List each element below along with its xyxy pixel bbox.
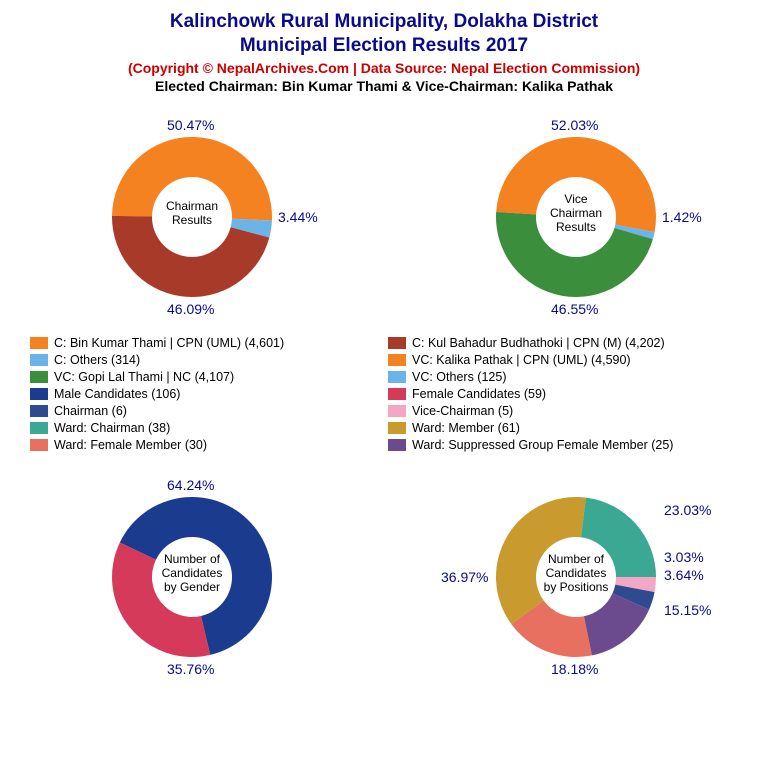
legend-text: Ward: Member (61)	[412, 421, 520, 435]
donut-center-label: Vice	[564, 192, 587, 206]
legend-text: Vice-Chairman (5)	[412, 404, 513, 418]
legend-text: C: Others (314)	[54, 353, 140, 367]
legend-swatch	[388, 405, 406, 417]
legend-text: VC: Others (125)	[412, 370, 506, 384]
legend-item: VC: Kalika Pathak | CPN (UML) (4,590)	[388, 353, 738, 367]
legend-text: Ward: Chairman (38)	[54, 421, 170, 435]
pct-label: 1.42%	[662, 209, 702, 225]
legend-text: Ward: Suppressed Group Female Member (25…	[412, 438, 673, 452]
pct-label: 50.47%	[167, 117, 214, 133]
legend-item: Chairman (6)	[30, 404, 380, 418]
donut-center-label: by Positions	[544, 580, 609, 594]
donut-center-label: Results	[172, 213, 212, 227]
legend-swatch	[388, 439, 406, 451]
legend-text: VC: Kalika Pathak | CPN (UML) (4,590)	[412, 353, 631, 367]
legend-item: Ward: Chairman (38)	[30, 421, 380, 435]
title-line-1: Kalinchowk Rural Municipality, Dolakha D…	[0, 10, 768, 34]
elected-line: Elected Chairman: Bin Kumar Thami & Vice…	[0, 78, 768, 94]
vice-chairman-chart: ViceChairmanResults 52.03% 1.42% 46.55%	[406, 102, 746, 332]
pct-label: 46.55%	[551, 301, 598, 317]
legend-item: C: Others (314)	[30, 353, 380, 367]
pct-label: 64.24%	[167, 477, 214, 493]
header: Kalinchowk Rural Municipality, Dolakha D…	[0, 0, 768, 94]
donut-center-label: Chairman	[550, 206, 602, 220]
legend-swatch	[388, 422, 406, 434]
legend-item: Female Candidates (59)	[388, 387, 738, 401]
donut-center-label: Number of	[548, 552, 605, 566]
donut-center-label: Results	[556, 220, 596, 234]
legend-swatch	[388, 354, 406, 366]
legend-text: VC: Gopi Lal Thami | NC (4,107)	[54, 370, 234, 384]
legend-swatch	[30, 337, 48, 349]
legend-swatch	[30, 439, 48, 451]
legend-text: Male Candidates (106)	[54, 387, 180, 401]
legend-item: Ward: Suppressed Group Female Member (25…	[388, 438, 738, 452]
title-line-2: Municipal Election Results 2017	[0, 34, 768, 58]
pct-label: 15.15%	[664, 602, 711, 618]
legend-item: Male Candidates (106)	[30, 387, 380, 401]
legend-text: Ward: Female Member (30)	[54, 438, 207, 452]
legend-swatch	[30, 388, 48, 400]
legend-text: C: Bin Kumar Thami | CPN (UML) (4,601)	[54, 336, 284, 350]
donut-center-label: Number of	[164, 552, 221, 566]
legend-item: Ward: Female Member (30)	[30, 438, 380, 452]
pct-label: 23.03%	[664, 502, 711, 518]
legend-text: Female Candidates (59)	[412, 387, 546, 401]
chairman-chart: ChairmanResults 50.47% 3.44% 46.09%	[22, 102, 362, 332]
pct-label: 18.18%	[551, 661, 598, 677]
legend-item: Ward: Member (61)	[388, 421, 738, 435]
legend-swatch	[388, 337, 406, 349]
donut-center-label: Chairman	[166, 199, 218, 213]
legend-text: Chairman (6)	[54, 404, 127, 418]
pct-label: 46.09%	[167, 301, 214, 317]
pct-label: 35.76%	[167, 661, 214, 677]
legend-swatch	[30, 371, 48, 383]
legend-swatch	[388, 371, 406, 383]
legend-swatch	[30, 405, 48, 417]
legend-item: C: Bin Kumar Thami | CPN (UML) (4,601)	[30, 336, 380, 350]
legend-item: VC: Gopi Lal Thami | NC (4,107)	[30, 370, 380, 384]
bottom-charts-row: Number ofCandidatesby Gender64.24%35.76%…	[0, 462, 768, 692]
legend-swatch	[30, 422, 48, 434]
legend-item: Vice-Chairman (5)	[388, 404, 738, 418]
pct-label: 3.03%	[664, 549, 704, 565]
legend: C: Bin Kumar Thami | CPN (UML) (4,601) C:…	[30, 336, 738, 452]
legend-text: C: Kul Bahadur Budhathoki | CPN (M) (4,2…	[412, 336, 665, 350]
pct-label: 3.64%	[664, 567, 704, 583]
donut-center-label: by Gender	[164, 580, 220, 594]
pct-label: 36.97%	[441, 569, 488, 585]
pct-label: 52.03%	[551, 117, 598, 133]
donut-svg: Number ofCandidatesby Gender	[22, 462, 362, 692]
donut-center-label: Candidates	[546, 566, 607, 580]
pct-label: 3.44%	[278, 209, 318, 225]
subtitle: (Copyright © NepalArchives.Com | Data So…	[0, 60, 768, 76]
legend-swatch	[388, 388, 406, 400]
top-charts-row: ChairmanResults50.47%3.44%46.09% ViceCha…	[0, 102, 768, 332]
legend-swatch	[30, 354, 48, 366]
donut-center-label: Candidates	[162, 566, 223, 580]
gender-chart: Number ofCandidatesby Gender64.24%35.76%	[22, 462, 362, 692]
positions-chart: Number ofCandidatesby Positions 23.03% 3.0…	[406, 462, 746, 692]
legend-item: C: Kul Bahadur Budhathoki | CPN (M) (4,2…	[388, 336, 738, 350]
legend-item: VC: Others (125)	[388, 370, 738, 384]
